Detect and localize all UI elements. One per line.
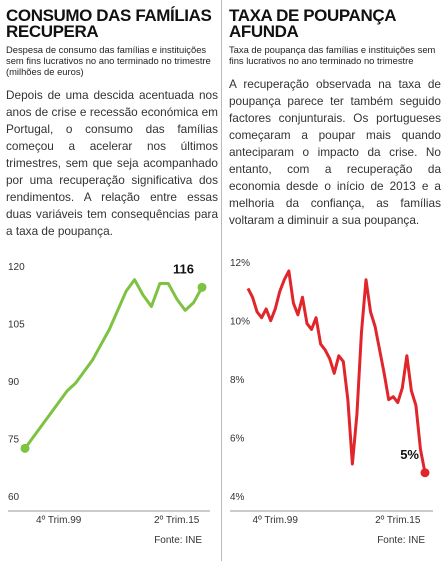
source: Fonte: INE: [377, 535, 425, 546]
data-line: [246, 269, 427, 474]
data-label: 5%: [400, 447, 419, 462]
x-tick-label: 2º Trim.15: [375, 515, 421, 526]
y-tick-label: 4%: [230, 492, 245, 503]
y-tick-label: 60: [8, 492, 20, 503]
title: CONSUMO DAS FAMÍLIAS RECUPERA: [6, 6, 212, 41]
source: Fonte: INE: [154, 535, 202, 546]
y-tick-label: 12%: [230, 258, 250, 269]
y-tick-label: 75: [8, 435, 20, 446]
y-tick-label: 6%: [230, 434, 245, 445]
x-tick-label: 4º Trim.99: [36, 515, 82, 526]
data-label: 116: [173, 261, 194, 276]
y-tick-label: 105: [8, 320, 25, 331]
body-text: A recuperação observada na taxa de poupa…: [229, 77, 441, 227]
point: [20, 443, 30, 453]
x-tick-label: 4º Trim.99: [253, 515, 299, 526]
title: TAXA DE POUPANÇA AFUNDA: [229, 6, 396, 41]
point: [420, 468, 430, 478]
data-line: [23, 278, 204, 450]
y-tick-label: 10%: [230, 317, 250, 328]
y-tick-label: 8%: [230, 375, 245, 386]
divider: [221, 0, 222, 561]
subtitle: Taxa de poupança das famílias e institui…: [229, 44, 436, 66]
point: [197, 282, 207, 292]
body-text: Depois de uma descida acentuada nos anos…: [6, 88, 218, 238]
subtitle: Despesa de consumo das famílias e instit…: [6, 44, 211, 77]
x-tick-label: 2º Trim.15: [154, 515, 200, 526]
y-tick-label: 120: [8, 262, 25, 273]
left-column: CONSUMO DAS FAMÍLIAS RECUPERA Despesa de…: [6, 6, 218, 240]
y-tick-label: 90: [8, 377, 20, 388]
right-column: TAXA DE POUPANÇA AFUNDA Taxa de poupança…: [229, 6, 441, 229]
